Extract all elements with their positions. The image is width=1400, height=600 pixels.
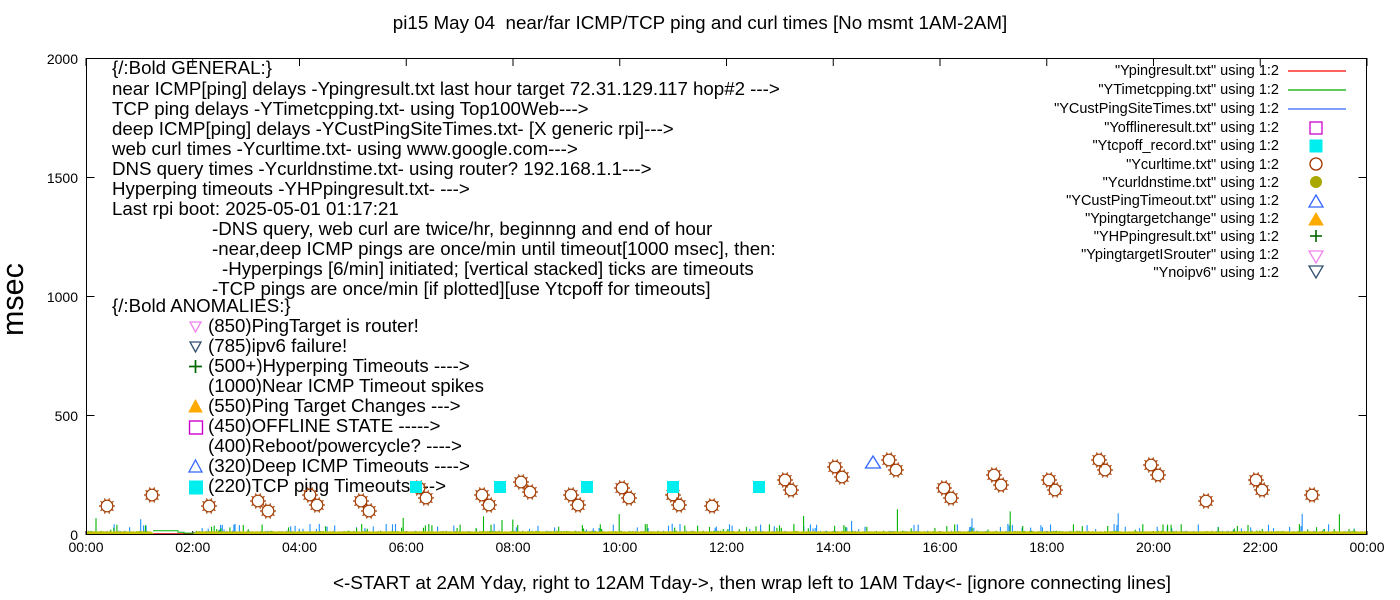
svg-text:"YTimetcpping.txt" using 1:2: "YTimetcpping.txt" using 1:2: [1098, 82, 1279, 98]
svg-text:(1000)Near ICMP Timeout spikes: (1000)Near ICMP Timeout spikes: [208, 375, 484, 396]
svg-text:16:00: 16:00: [922, 539, 957, 555]
svg-text:DNS query times -Ycurldnstime.: DNS query times -Ycurldnstime.txt- using…: [112, 158, 652, 179]
svg-text:08:00: 08:00: [495, 539, 530, 555]
svg-text:"YHPpingresult.txt" using 1:2: "YHPpingresult.txt" using 1:2: [1094, 229, 1279, 245]
svg-text:(320)Deep ICMP Timeouts ---->: (320)Deep ICMP Timeouts ---->: [208, 455, 470, 476]
svg-text:-near,deep ICMP pings are once: -near,deep ICMP pings are once/min until…: [212, 238, 776, 259]
svg-text:"Ycurltime.txt" using 1:2: "Ycurltime.txt" using 1:2: [1126, 157, 1279, 173]
svg-text:(850)PingTarget is router!: (850)PingTarget is router!: [208, 315, 419, 336]
svg-text:2000: 2000: [47, 51, 78, 67]
svg-text:(500+)Hyperping Timeouts ---->: (500+)Hyperping Timeouts ---->: [208, 355, 470, 376]
svg-text:"Ytcpoff_record.txt" using 1:2: "Ytcpoff_record.txt" using 1:2: [1092, 138, 1279, 154]
svg-text:00:00: 00:00: [1349, 539, 1384, 555]
svg-text:"Yofflineresult.txt" using 1:2: "Yofflineresult.txt" using 1:2: [1104, 120, 1279, 136]
svg-text:near ICMP[ping] delays -Ypingr: near ICMP[ping] delays -Ypingresult.txt …: [112, 78, 780, 99]
svg-text:12:00: 12:00: [709, 539, 744, 555]
svg-text:14:00: 14:00: [816, 539, 851, 555]
svg-text:-DNS query, web curl are twice: -DNS query, web curl are twice/hr, begin…: [212, 218, 712, 239]
svg-text:06:00: 06:00: [389, 539, 424, 555]
svg-text:"Ycurldnstime.txt" using 1:2: "Ycurldnstime.txt" using 1:2: [1103, 175, 1279, 191]
svg-text:00:00: 00:00: [68, 539, 103, 555]
svg-text:"YCustPingTimeout.txt" using 1: "YCustPingTimeout.txt" using 1:2: [1066, 193, 1279, 209]
svg-text:02:00: 02:00: [175, 539, 210, 555]
svg-text:Hyperping timeouts -YHPpingres: Hyperping timeouts -YHPpingresult.txt- -…: [112, 178, 470, 199]
svg-text:{/:Bold GENERAL:}: {/:Bold GENERAL:}: [112, 57, 272, 78]
svg-text:1500: 1500: [47, 170, 78, 186]
svg-text:deep ICMP[ping] delays -YCustP: deep ICMP[ping] delays -YCustPingSiteTim…: [112, 118, 674, 139]
svg-text:500: 500: [55, 408, 79, 424]
svg-text:Last rpi boot: 2025-05-01 01:1: Last rpi boot: 2025-05-01 01:17:21: [112, 198, 399, 219]
svg-text:{/:Bold ANOMALIES:}: {/:Bold ANOMALIES:}: [112, 295, 291, 316]
svg-text:04:00: 04:00: [282, 539, 317, 555]
svg-text:-Hyperpings [6/min] initiated;: -Hyperpings [6/min] initiated; [vertical…: [222, 258, 754, 279]
svg-text:(400)Reboot/powercycle? ---->: (400)Reboot/powercycle? ---->: [208, 435, 462, 456]
svg-text:1000: 1000: [47, 289, 78, 305]
svg-text:"Ypingtargetchange" using 1:2: "Ypingtargetchange" using 1:2: [1085, 211, 1279, 227]
svg-text:20:00: 20:00: [1136, 539, 1171, 555]
svg-text:22:00: 22:00: [1243, 539, 1278, 555]
svg-text:TCP ping delays -YTimetcpping.: TCP ping delays -YTimetcpping.txt- using…: [112, 98, 589, 119]
svg-text:(785)ipv6 failure!: (785)ipv6 failure!: [208, 335, 347, 356]
svg-text:10:00: 10:00: [602, 539, 637, 555]
svg-text:(450)OFFLINE STATE ----->: (450)OFFLINE STATE ----->: [208, 415, 440, 436]
svg-text:(550)Ping Target Changes --->: (550)Ping Target Changes --->: [208, 395, 461, 416]
svg-text:"YCustPingSiteTimes.txt" using: "YCustPingSiteTimes.txt" using 1:2: [1054, 101, 1279, 117]
svg-text:"YpingtargetISrouter" using 1:: "YpingtargetISrouter" using 1:2: [1081, 247, 1279, 263]
svg-text:web curl times -Ycurltime.txt-: web curl times -Ycurltime.txt- using www…: [111, 138, 578, 159]
svg-text:"Ypingresult.txt" using 1:2: "Ypingresult.txt" using 1:2: [1115, 63, 1279, 79]
svg-text:"Ynoipv6" using 1:2: "Ynoipv6" using 1:2: [1153, 265, 1279, 281]
svg-text:18:00: 18:00: [1029, 539, 1064, 555]
